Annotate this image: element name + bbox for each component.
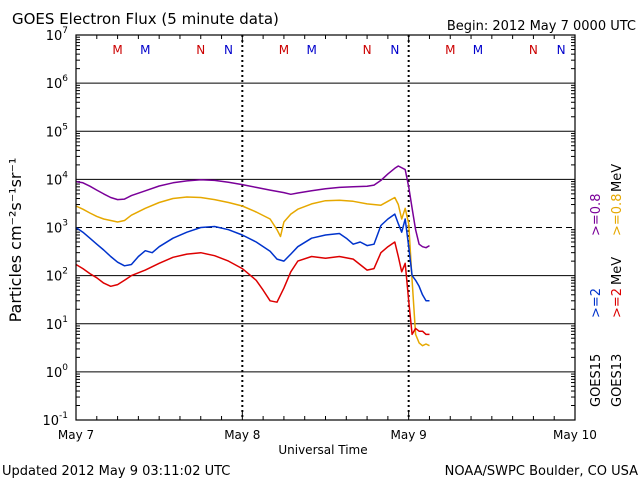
marker-label: M [473, 43, 483, 57]
marker-label: N [224, 43, 233, 57]
y-tick-label: 107 [46, 26, 68, 44]
begin-label: Begin: 2012 May 7 0000 UTC [447, 19, 636, 34]
marker-label: M [445, 43, 455, 57]
marker-label: N [363, 43, 372, 57]
marker-label: M [140, 43, 150, 57]
plot-area: M M N N M M N N M M N N 10-1 100 101 102 103 104 105 106 107… [42, 26, 596, 442]
legend-satellite-label: GOES13 [610, 354, 625, 407]
x-tick-label: May 7 [58, 428, 94, 442]
legend-unit-label: MeV [610, 164, 625, 192]
plot-frame [75, 34, 576, 421]
legend: GOES15 GOES13 >=2 >=2 >=0.8 >=0.8 MeV MeV [589, 164, 625, 407]
marker-label: N [557, 43, 566, 57]
y-tick-label: 101 [46, 315, 68, 333]
chart-title: GOES Electron Flux (5 minute data) [12, 10, 279, 28]
x-tick-label: May 9 [391, 428, 427, 442]
x-axis-label: Universal Time [278, 443, 367, 457]
series-line [75, 165, 430, 249]
y-tick-label: 105 [46, 122, 68, 140]
legend-satellite-label: GOES15 [589, 354, 604, 407]
legend-energy-prefix: >=0.8 [610, 194, 625, 236]
marker-label: N [529, 43, 538, 57]
legend-energy-prefix: >=0.8 [589, 194, 604, 236]
series-line [75, 213, 430, 302]
legend-energy-prefix: >=2 [589, 288, 604, 318]
y-tick-label: 100 [46, 363, 69, 381]
y-tick-label: 106 [46, 74, 69, 92]
x-tick-label: May 8 [224, 428, 260, 442]
credit-label: NOAA/SWPC Boulder, CO USA [445, 464, 638, 479]
marker-label: N [390, 43, 399, 57]
y-axis-label: Particles cm⁻²s⁻¹sr⁻¹ [6, 158, 25, 323]
legend-energy-prefix: >=2 [610, 288, 625, 318]
marker-label: M [112, 43, 122, 57]
y-tick-label: 102 [46, 267, 68, 285]
y-tick-label: 104 [46, 170, 69, 188]
legend-unit-label: MeV [610, 257, 625, 285]
marker-label: N [196, 43, 205, 57]
y-tick-label: 103 [46, 219, 68, 237]
marker-label: M [306, 43, 316, 57]
updated-timestamp: Updated 2012 May 9 03:11:02 UTC [2, 464, 230, 479]
series-line [75, 196, 430, 347]
x-tick-label: May 10 [553, 428, 597, 442]
marker-label: M [279, 43, 289, 57]
series-line [75, 241, 430, 336]
y-tick-label: 10-1 [42, 411, 68, 429]
